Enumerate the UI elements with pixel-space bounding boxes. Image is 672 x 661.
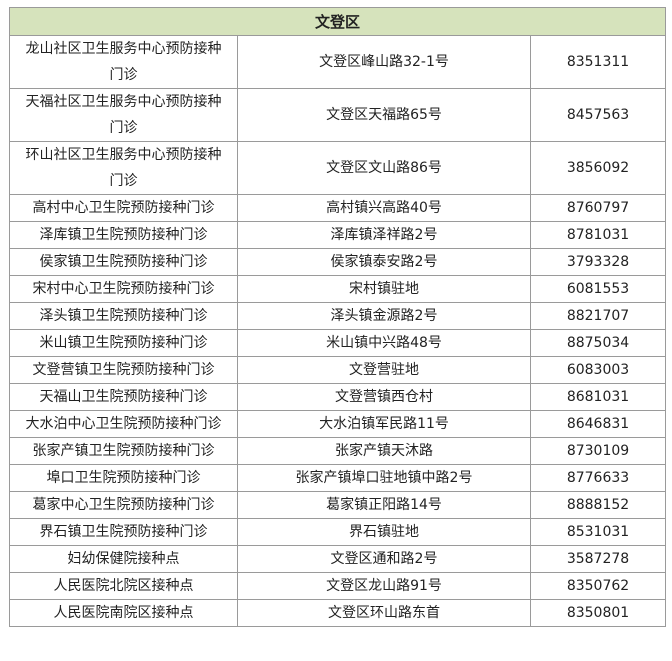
clinic-name: 天福山卫生院预防接种门诊 (9, 383, 238, 411)
table-row: 人民医院北院区接种点 文登区龙山路91号 8350762 (9, 572, 666, 600)
phone: 8760797 (530, 194, 666, 222)
table-row: 天福社区卫生服务中心预防接种门诊 文登区天福路65号 8457563 (9, 88, 666, 142)
table-row: 龙山社区卫生服务中心预防接种门诊 文登区峰山路32-1号 8351311 (9, 35, 666, 89)
clinic-table: 文登区 龙山社区卫生服务中心预防接种门诊 文登区峰山路32-1号 8351311 天福… (9, 7, 666, 627)
table-row: 天福山卫生院预防接种门诊 文登营镇西仓村 8681031 (9, 383, 666, 411)
address: 文登区文山路86号 (237, 141, 531, 195)
table-row: 泽头镇卫生院预防接种门诊 泽头镇金源路2号 8821707 (9, 302, 666, 330)
address: 文登营镇西仓村 (237, 383, 531, 411)
address: 宋村镇驻地 (237, 275, 531, 303)
clinic-name: 泽库镇卫生院预防接种门诊 (9, 221, 238, 249)
clinic-name: 天福社区卫生服务中心预防接种门诊 (9, 88, 238, 142)
phone: 8457563 (530, 88, 666, 142)
phone: 8776633 (530, 464, 666, 492)
clinic-name: 泽头镇卫生院预防接种门诊 (9, 302, 238, 330)
address: 米山镇中兴路48号 (237, 329, 531, 357)
phone: 6083003 (530, 356, 666, 384)
table-row: 侯家镇卫生院预防接种门诊 侯家镇泰安路2号 3793328 (9, 248, 666, 276)
address: 侯家镇泰安路2号 (237, 248, 531, 276)
table-row: 文登营镇卫生院预防接种门诊 文登营驻地 6083003 (9, 356, 666, 384)
clinic-name: 埠口卫生院预防接种门诊 (9, 464, 238, 492)
table-title: 文登区 (9, 7, 666, 36)
clinic-name: 大水泊中心卫生院预防接种门诊 (9, 410, 238, 438)
address: 文登营驻地 (237, 356, 531, 384)
clinic-name: 侯家镇卫生院预防接种门诊 (9, 248, 238, 276)
clinic-name: 葛家中心卫生院预防接种门诊 (9, 491, 238, 519)
table-row: 米山镇卫生院预防接种门诊 米山镇中兴路48号 8875034 (9, 329, 666, 357)
clinic-name: 妇幼保健院接种点 (9, 545, 238, 573)
phone: 8646831 (530, 410, 666, 438)
header-row: 文登区 (9, 7, 666, 36)
phone: 3856092 (530, 141, 666, 195)
table-row: 界石镇卫生院预防接种门诊 界石镇驻地 8531031 (9, 518, 666, 546)
phone: 8821707 (530, 302, 666, 330)
table-row: 埠口卫生院预防接种门诊 张家产镇埠口驻地镇中路2号 8776633 (9, 464, 666, 492)
address: 张家产镇天沐路 (237, 437, 531, 465)
phone: 8351311 (530, 35, 666, 89)
address: 文登区环山路东首 (237, 599, 531, 627)
table-row: 高村中心卫生院预防接种门诊 高村镇兴高路40号 8760797 (9, 194, 666, 222)
phone: 8781031 (530, 221, 666, 249)
table-row: 张家产镇卫生院预防接种门诊 张家产镇天沐路 8730109 (9, 437, 666, 465)
phone: 3587278 (530, 545, 666, 573)
address: 文登区龙山路91号 (237, 572, 531, 600)
address: 界石镇驻地 (237, 518, 531, 546)
phone: 8730109 (530, 437, 666, 465)
phone: 8350762 (530, 572, 666, 600)
address: 葛家镇正阳路14号 (237, 491, 531, 519)
table-row: 环山社区卫生服务中心预防接种门诊 文登区文山路86号 3856092 (9, 141, 666, 195)
phone: 8888152 (530, 491, 666, 519)
phone: 8531031 (530, 518, 666, 546)
table-row: 妇幼保健院接种点 文登区通和路2号 3587278 (9, 545, 666, 573)
address: 泽库镇泽祥路2号 (237, 221, 531, 249)
address: 大水泊镇军民路11号 (237, 410, 531, 438)
clinic-name: 高村中心卫生院预防接种门诊 (9, 194, 238, 222)
clinic-name: 人民医院北院区接种点 (9, 572, 238, 600)
phone: 8681031 (530, 383, 666, 411)
clinic-name: 张家产镇卫生院预防接种门诊 (9, 437, 238, 465)
address: 文登区峰山路32-1号 (237, 35, 531, 89)
clinic-name: 宋村中心卫生院预防接种门诊 (9, 275, 238, 303)
address: 张家产镇埠口驻地镇中路2号 (237, 464, 531, 492)
address: 高村镇兴高路40号 (237, 194, 531, 222)
clinic-name: 文登营镇卫生院预防接种门诊 (9, 356, 238, 384)
table-row: 葛家中心卫生院预防接种门诊 葛家镇正阳路14号 8888152 (9, 491, 666, 519)
address: 文登区天福路65号 (237, 88, 531, 142)
table-row: 泽库镇卫生院预防接种门诊 泽库镇泽祥路2号 8781031 (9, 221, 666, 249)
clinic-name: 龙山社区卫生服务中心预防接种门诊 (9, 35, 238, 89)
address: 文登区通和路2号 (237, 545, 531, 573)
table-row: 宋村中心卫生院预防接种门诊 宋村镇驻地 6081553 (9, 275, 666, 303)
clinic-name: 米山镇卫生院预防接种门诊 (9, 329, 238, 357)
clinic-name: 界石镇卫生院预防接种门诊 (9, 518, 238, 546)
clinic-name: 环山社区卫生服务中心预防接种门诊 (9, 141, 238, 195)
clinic-name: 人民医院南院区接种点 (9, 599, 238, 627)
phone: 3793328 (530, 248, 666, 276)
phone: 8875034 (530, 329, 666, 357)
phone: 8350801 (530, 599, 666, 627)
address: 泽头镇金源路2号 (237, 302, 531, 330)
table-row: 大水泊中心卫生院预防接种门诊 大水泊镇军民路11号 8646831 (9, 410, 666, 438)
table-row: 人民医院南院区接种点 文登区环山路东首 8350801 (9, 599, 666, 627)
phone: 6081553 (530, 275, 666, 303)
